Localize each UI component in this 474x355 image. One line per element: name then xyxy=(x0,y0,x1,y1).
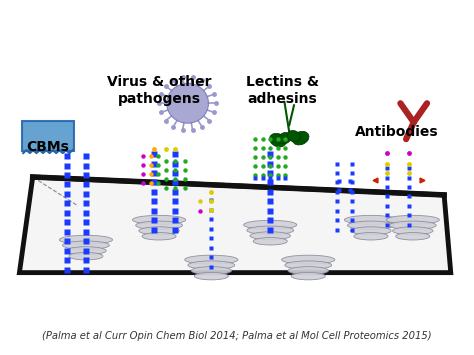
Ellipse shape xyxy=(136,221,182,230)
Ellipse shape xyxy=(244,220,297,229)
Ellipse shape xyxy=(351,227,391,235)
Ellipse shape xyxy=(285,261,332,269)
Ellipse shape xyxy=(389,221,436,230)
Ellipse shape xyxy=(247,226,294,235)
FancyBboxPatch shape xyxy=(22,121,73,151)
Ellipse shape xyxy=(282,255,335,264)
Ellipse shape xyxy=(63,241,109,250)
Ellipse shape xyxy=(139,227,179,235)
Ellipse shape xyxy=(194,272,228,280)
Text: Virus & other
pathogens: Virus & other pathogens xyxy=(107,75,211,105)
Ellipse shape xyxy=(386,215,439,224)
Text: CBMs: CBMs xyxy=(27,140,69,154)
Text: Antibodies: Antibodies xyxy=(355,125,438,139)
Ellipse shape xyxy=(291,272,325,280)
Ellipse shape xyxy=(250,232,291,240)
Text: Lectins &
adhesins: Lectins & adhesins xyxy=(246,75,319,105)
Ellipse shape xyxy=(59,235,112,244)
Ellipse shape xyxy=(270,133,286,147)
Ellipse shape xyxy=(142,233,176,240)
Ellipse shape xyxy=(354,233,388,240)
Ellipse shape xyxy=(191,267,232,275)
Ellipse shape xyxy=(66,247,106,255)
Ellipse shape xyxy=(167,83,209,123)
Ellipse shape xyxy=(344,215,398,224)
Ellipse shape xyxy=(69,252,103,260)
Ellipse shape xyxy=(253,237,287,245)
Ellipse shape xyxy=(287,131,301,142)
Ellipse shape xyxy=(347,221,394,230)
Ellipse shape xyxy=(392,227,433,235)
Polygon shape xyxy=(19,177,451,273)
Ellipse shape xyxy=(278,132,291,144)
Ellipse shape xyxy=(396,233,430,240)
Ellipse shape xyxy=(288,267,328,275)
Ellipse shape xyxy=(185,255,238,264)
Text: (Palma et al Curr Opin Chem Biol 2014; Palma et al Mol Cell Proteomics 2015): (Palma et al Curr Opin Chem Biol 2014; P… xyxy=(42,331,432,342)
Ellipse shape xyxy=(188,261,235,269)
Ellipse shape xyxy=(292,131,309,145)
Ellipse shape xyxy=(133,215,186,224)
